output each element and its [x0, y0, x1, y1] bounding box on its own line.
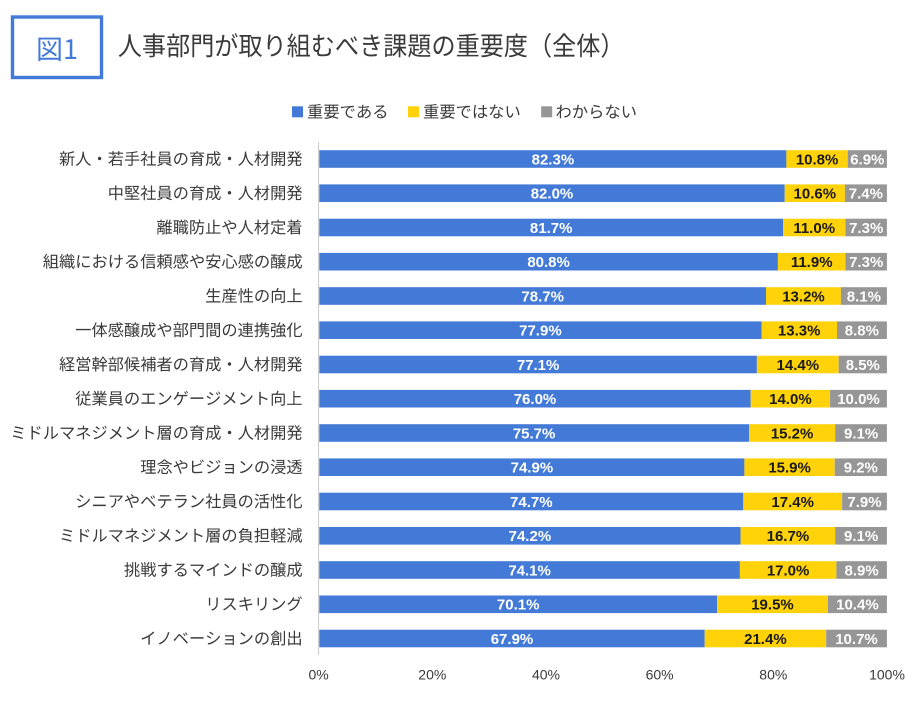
- svg-text:11.0%: 11.0%: [793, 220, 835, 237]
- svg-text:13.2%: 13.2%: [782, 288, 825, 305]
- svg-text:7.9%: 7.9%: [847, 494, 881, 511]
- svg-text:15.9%: 15.9%: [768, 460, 811, 477]
- svg-text:19.5%: 19.5%: [751, 597, 794, 614]
- svg-text:13.3%: 13.3%: [778, 323, 821, 340]
- svg-text:10.8%: 10.8%: [796, 151, 839, 168]
- svg-text:7.3%: 7.3%: [849, 220, 883, 237]
- svg-text:80.8%: 80.8%: [527, 254, 570, 271]
- svg-text:20%: 20%: [418, 667, 446, 683]
- svg-text:8.8%: 8.8%: [845, 323, 879, 340]
- svg-text:21.4%: 21.4%: [744, 631, 787, 648]
- svg-text:74.9%: 74.9%: [511, 460, 554, 477]
- svg-text:77.1%: 77.1%: [517, 357, 560, 374]
- svg-text:8.1%: 8.1%: [847, 288, 881, 305]
- svg-text:6.9%: 6.9%: [850, 151, 884, 168]
- svg-text:74.1%: 74.1%: [508, 562, 551, 579]
- svg-text:67.9%: 67.9%: [491, 631, 534, 648]
- svg-text:16.7%: 16.7%: [767, 528, 810, 545]
- svg-text:81.7%: 81.7%: [530, 220, 573, 237]
- svg-text:17.0%: 17.0%: [767, 562, 810, 579]
- svg-text:76.0%: 76.0%: [514, 391, 557, 408]
- svg-text:78.7%: 78.7%: [521, 288, 564, 305]
- svg-text:0%: 0%: [308, 667, 328, 683]
- svg-text:7.4%: 7.4%: [849, 186, 883, 203]
- svg-text:8.9%: 8.9%: [844, 562, 878, 579]
- svg-text:82.0%: 82.0%: [531, 186, 574, 203]
- svg-text:14.4%: 14.4%: [777, 357, 820, 374]
- svg-text:40%: 40%: [532, 667, 560, 683]
- svg-text:100%: 100%: [869, 667, 905, 683]
- svg-text:9.1%: 9.1%: [844, 528, 878, 545]
- svg-text:70.1%: 70.1%: [497, 597, 540, 614]
- svg-text:7.3%: 7.3%: [849, 254, 883, 271]
- svg-text:15.2%: 15.2%: [771, 425, 814, 442]
- svg-text:74.7%: 74.7%: [510, 494, 553, 511]
- svg-text:11.9%: 11.9%: [791, 254, 833, 271]
- svg-text:10.4%: 10.4%: [836, 597, 879, 614]
- svg-text:14.0%: 14.0%: [769, 391, 812, 408]
- svg-text:60%: 60%: [646, 667, 674, 683]
- svg-text:8.5%: 8.5%: [846, 357, 880, 374]
- svg-text:9.1%: 9.1%: [844, 425, 878, 442]
- svg-text:74.2%: 74.2%: [509, 528, 552, 545]
- svg-text:82.3%: 82.3%: [532, 151, 575, 168]
- svg-text:17.4%: 17.4%: [771, 494, 814, 511]
- svg-text:10.0%: 10.0%: [837, 391, 880, 408]
- svg-text:75.7%: 75.7%: [513, 425, 556, 442]
- svg-text:10.6%: 10.6%: [794, 186, 837, 203]
- svg-text:9.2%: 9.2%: [844, 460, 878, 477]
- svg-text:80%: 80%: [759, 667, 787, 683]
- svg-text:77.9%: 77.9%: [519, 323, 562, 340]
- svg-text:10.7%: 10.7%: [835, 631, 878, 648]
